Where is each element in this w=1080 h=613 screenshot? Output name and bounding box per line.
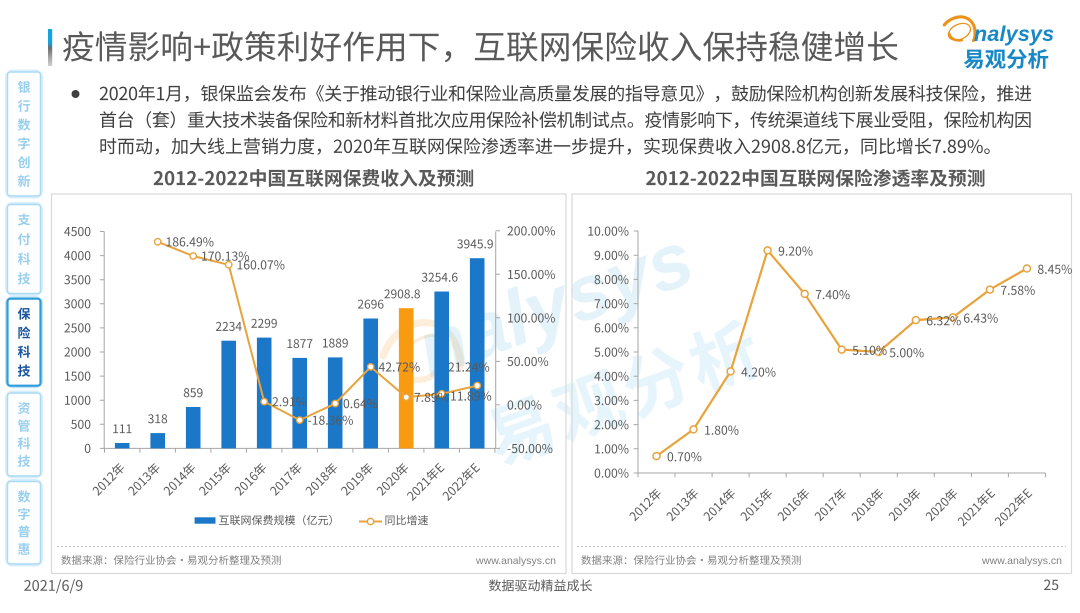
svg-text:www.analysys.cn: www.analysys.cn bbox=[475, 555, 556, 567]
svg-text:nalysys: nalysys bbox=[974, 22, 1054, 46]
svg-text:www.analysys.cn: www.analysys.cn bbox=[981, 555, 1062, 567]
